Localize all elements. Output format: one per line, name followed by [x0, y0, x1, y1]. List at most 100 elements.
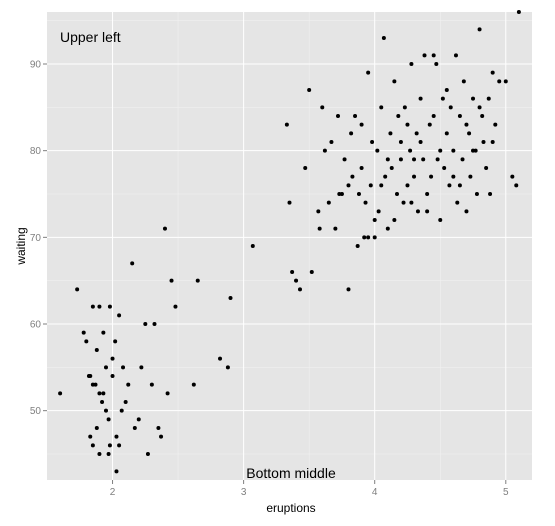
- data-point: [435, 157, 440, 162]
- data-point: [191, 382, 196, 387]
- data-point: [90, 304, 95, 309]
- data-point: [303, 166, 308, 170]
- data-point: [488, 192, 493, 196]
- data-point: [284, 122, 289, 127]
- data-point: [398, 140, 403, 144]
- data-point: [309, 270, 314, 274]
- data-point: [451, 148, 456, 153]
- data-point: [405, 183, 410, 188]
- annotation-bottom-middle: Bottom middle: [246, 465, 336, 481]
- data-point: [94, 426, 99, 430]
- x-axis-title: eruptions: [266, 501, 315, 515]
- data-point: [471, 96, 476, 101]
- data-point: [356, 192, 361, 196]
- data-point: [375, 148, 380, 153]
- data-point: [429, 174, 434, 179]
- data-point: [385, 157, 390, 162]
- data-point: [415, 209, 420, 214]
- data-point: [431, 53, 436, 58]
- x-tick-label: 2: [110, 487, 116, 498]
- data-point: [514, 183, 519, 188]
- data-point: [438, 218, 443, 222]
- data-point: [121, 365, 126, 370]
- data-point: [409, 62, 414, 66]
- data-point: [156, 426, 161, 430]
- data-point: [326, 200, 331, 205]
- data-point: [372, 235, 377, 240]
- x-tick-label: 4: [372, 487, 378, 498]
- data-point: [359, 166, 364, 170]
- data-point: [383, 174, 388, 179]
- data-point: [438, 148, 443, 153]
- data-point: [322, 148, 327, 153]
- x-tick-label: 5: [503, 487, 509, 498]
- data-point: [337, 192, 342, 196]
- data-point: [250, 244, 255, 248]
- data-point: [451, 174, 456, 179]
- data-point: [447, 183, 452, 188]
- data-point: [90, 443, 95, 448]
- data-point: [101, 391, 106, 396]
- annotation-upper-left: Upper left: [60, 29, 121, 45]
- data-point: [290, 270, 295, 274]
- data-point: [460, 157, 465, 162]
- data-point: [461, 79, 466, 84]
- data-point: [119, 408, 124, 413]
- data-point: [457, 114, 462, 118]
- data-point: [353, 114, 358, 118]
- data-point: [467, 131, 472, 136]
- y-tick-label: 80: [30, 146, 42, 157]
- data-point: [477, 27, 482, 32]
- data-point: [165, 391, 170, 396]
- data-point: [418, 96, 423, 101]
- data-point: [195, 278, 200, 283]
- data-point: [117, 313, 122, 318]
- data-point: [58, 391, 63, 396]
- data-point: [145, 452, 150, 456]
- data-point: [149, 382, 154, 387]
- data-point: [440, 96, 445, 101]
- data-point: [379, 183, 384, 188]
- data-point: [425, 209, 430, 214]
- data-point: [510, 174, 515, 179]
- y-axis-title: waiting: [14, 227, 28, 265]
- data-point: [385, 226, 390, 231]
- data-point: [412, 174, 417, 179]
- data-point: [366, 70, 371, 75]
- data-point: [287, 200, 292, 205]
- data-point: [448, 105, 453, 110]
- data-point: [350, 174, 355, 179]
- x-tick-label: 3: [241, 487, 247, 498]
- data-point: [126, 382, 131, 387]
- y-tick-label: 90: [30, 60, 42, 71]
- data-point: [329, 140, 334, 144]
- y-tick-label: 50: [30, 406, 42, 417]
- data-point: [349, 131, 354, 136]
- data-point: [317, 226, 322, 231]
- data-point: [307, 88, 312, 92]
- data-point: [376, 209, 381, 214]
- y-tick-label: 60: [30, 320, 42, 331]
- data-point: [490, 140, 495, 144]
- data-point: [425, 192, 430, 196]
- data-point: [346, 287, 351, 292]
- data-point: [333, 226, 338, 231]
- data-point: [113, 339, 118, 344]
- data-point: [464, 122, 469, 127]
- data-point: [355, 244, 360, 248]
- data-point: [408, 148, 413, 153]
- data-point: [100, 400, 105, 404]
- data-point: [81, 330, 86, 335]
- data-points: [58, 10, 521, 474]
- data-point: [474, 192, 479, 196]
- data-point: [225, 365, 230, 370]
- axis-ticks: 2 3 4 5 50 60 70 80 90: [30, 60, 509, 499]
- data-point: [173, 304, 178, 309]
- data-point: [359, 122, 364, 127]
- data-point: [372, 218, 377, 222]
- data-point: [392, 79, 397, 84]
- data-point: [421, 157, 426, 162]
- data-point: [97, 391, 102, 396]
- data-point: [136, 417, 141, 422]
- data-point: [90, 382, 95, 387]
